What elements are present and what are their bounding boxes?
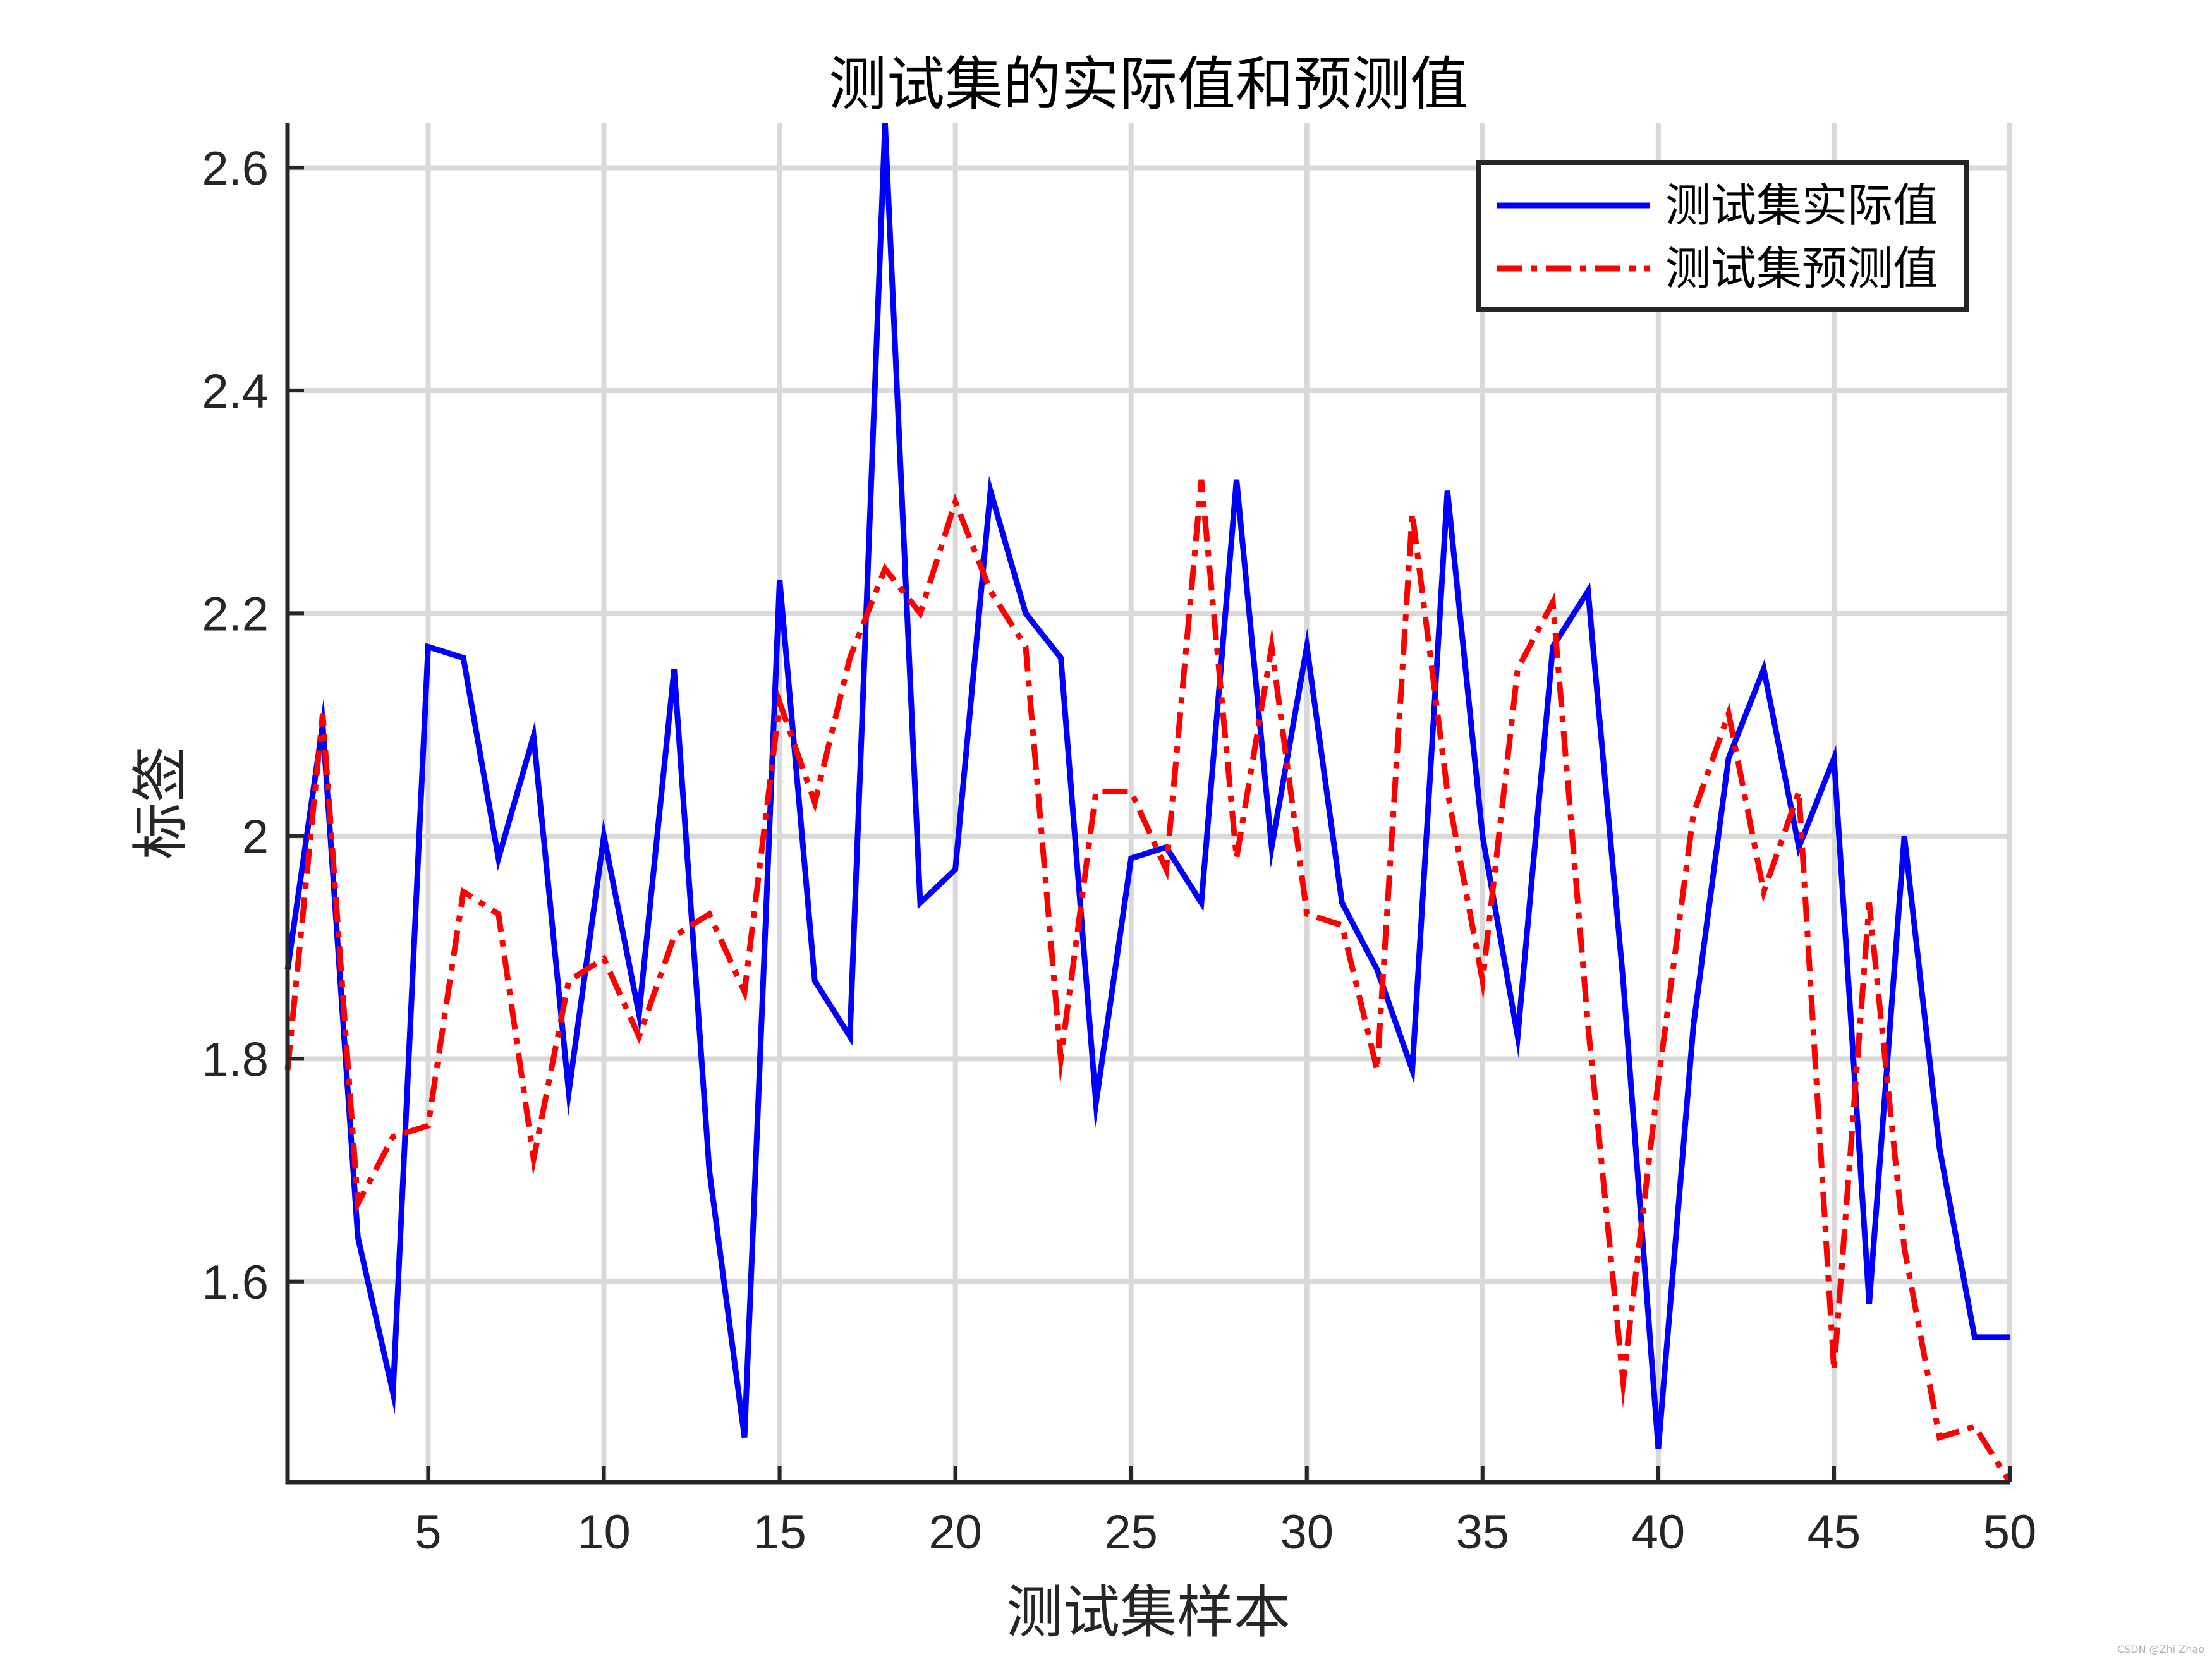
y-tick-label: 2 <box>242 810 269 864</box>
x-tick-label: 10 <box>577 1505 631 1559</box>
x-tick-label: 20 <box>928 1505 982 1559</box>
x-tick-label: 45 <box>1808 1505 1861 1559</box>
y-tick-label: 2.2 <box>202 587 269 641</box>
legend-label-actual: 测试集实际值 <box>1665 179 1938 232</box>
x-tick-label: 15 <box>753 1505 806 1559</box>
y-axis-ticks: 1.6 1.8 2 2.2 2.4 2.6 <box>202 142 304 1310</box>
y-tick-label: 2.6 <box>202 142 269 195</box>
axis-frame <box>285 123 2010 1485</box>
grid <box>288 123 2012 1482</box>
watermark-text: CSDN @Zhi Zhao <box>2117 1643 2204 1655</box>
legend-box <box>1476 160 1969 312</box>
x-tick-label: 25 <box>1104 1505 1158 1559</box>
legend: 测试集实际值 测试集预测值 <box>1476 160 1969 312</box>
x-axis-label: 测试集样本 <box>1006 1579 1291 1646</box>
x-tick-label: 30 <box>1280 1505 1334 1559</box>
y-axis-label: 标签 <box>128 746 194 860</box>
y-tick-label: 1.6 <box>202 1256 269 1310</box>
x-tick-label: 40 <box>1632 1505 1686 1559</box>
x-tick-label: 50 <box>1983 1505 2037 1559</box>
series-line-predicted <box>284 479 2012 1484</box>
x-tick-label: 35 <box>1456 1505 1510 1559</box>
y-tick-label: 2.4 <box>202 365 269 418</box>
x-tick-label: 5 <box>415 1505 441 1559</box>
chart-title: 测试集的实际值和预测值 <box>829 51 1468 118</box>
y-tick-label: 1.8 <box>202 1033 269 1086</box>
legend-label-predicted: 测试集预测值 <box>1665 242 1938 295</box>
series-lines <box>284 123 2012 1484</box>
x-axis-ticks: 5 10 15 20 25 30 35 40 45 50 <box>415 1466 2036 1559</box>
axes <box>285 123 2010 1485</box>
series-line-actual <box>284 123 2010 1449</box>
